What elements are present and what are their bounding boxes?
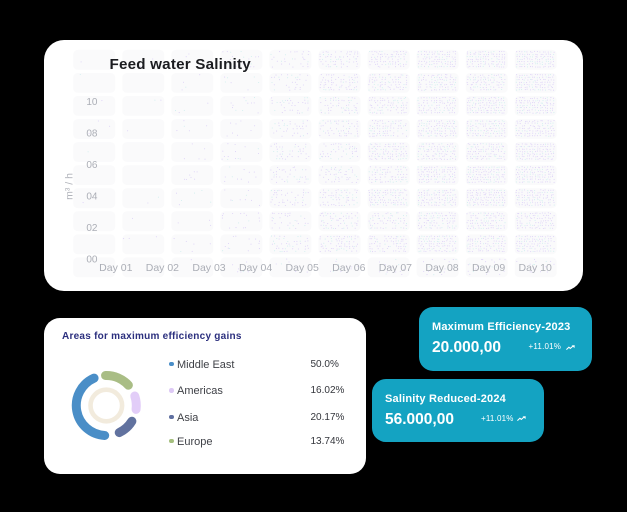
svg-text:04: 04 [86, 191, 98, 202]
svg-text:10: 10 [86, 96, 98, 107]
svg-text:Day 04: Day 04 [238, 262, 271, 274]
svg-text:06: 06 [86, 159, 98, 170]
svg-text:08: 08 [86, 128, 98, 139]
svg-text:Day 05: Day 05 [285, 262, 318, 274]
svg-text:Day 06: Day 06 [332, 262, 365, 274]
svg-text:Day 10: Day 10 [518, 262, 551, 274]
svg-text:Day 02: Day 02 [145, 262, 178, 274]
svg-text:02: 02 [86, 222, 98, 233]
svg-text:Day 01: Day 01 [99, 262, 132, 274]
svg-text:Day 07: Day 07 [378, 262, 411, 274]
svg-text:Day 03: Day 03 [192, 262, 225, 274]
svg-text:m³ / h: m³ / h [63, 172, 75, 199]
svg-text:00: 00 [86, 254, 98, 265]
svg-text:Day 08: Day 08 [425, 262, 458, 274]
svg-text:Day 09: Day 09 [471, 262, 504, 274]
